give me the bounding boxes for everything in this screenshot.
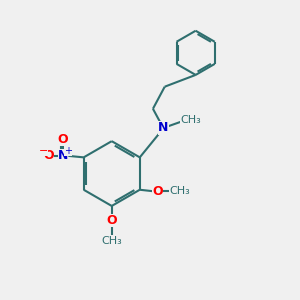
Text: O: O (58, 133, 68, 146)
Text: CH₃: CH₃ (101, 236, 122, 246)
Text: N: N (158, 122, 168, 134)
Text: −: − (39, 146, 48, 156)
Text: CH₃: CH₃ (180, 115, 201, 125)
Text: N: N (58, 149, 68, 162)
Text: O: O (43, 149, 54, 162)
Text: CH₃: CH₃ (169, 186, 190, 196)
Text: +: + (64, 146, 72, 156)
Text: O: O (106, 214, 117, 227)
Text: O: O (152, 185, 163, 198)
